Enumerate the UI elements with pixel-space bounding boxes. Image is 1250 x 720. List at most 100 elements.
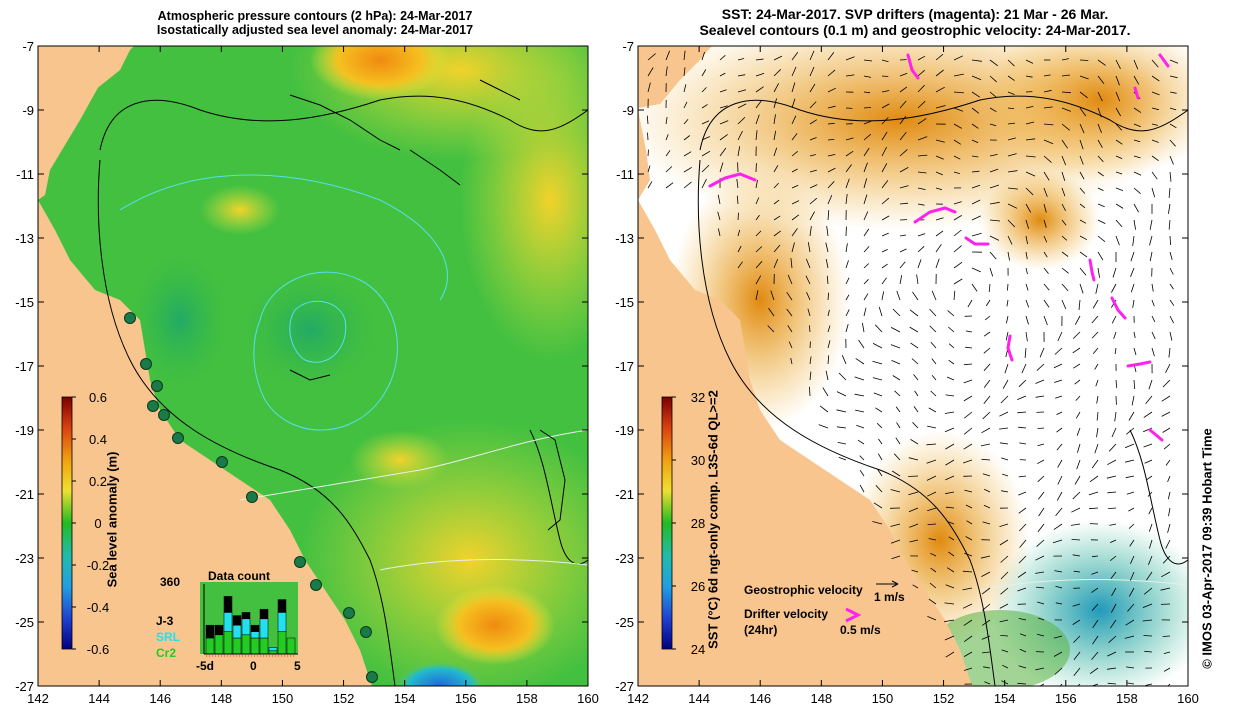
right-xtick-label: 142	[627, 691, 649, 706]
left-sla-contour-white2	[379, 559, 588, 571]
velocity-arrow	[935, 230, 944, 237]
velocity-arrow	[947, 521, 955, 525]
velocity-arrow	[809, 66, 815, 77]
velocity-arrow	[981, 427, 991, 434]
velocity-arrow	[948, 343, 955, 349]
velocity-arrow	[1000, 587, 1009, 595]
velocity-arrow	[845, 137, 854, 141]
velocity-arrow	[1169, 299, 1175, 306]
velocity-arrow	[1053, 651, 1063, 657]
drifter-track-10	[1126, 360, 1152, 368]
velocity-arrow	[935, 171, 943, 176]
velocity-arrow	[1168, 219, 1171, 230]
velocity-arrow	[989, 123, 997, 127]
sla-south-blue	[395, 661, 485, 686]
velocity-arrow	[791, 82, 796, 93]
drifter-track-7	[1088, 258, 1096, 282]
velocity-arrow	[755, 290, 759, 301]
velocity-arrow	[981, 635, 991, 640]
velocity-arrow	[863, 91, 871, 94]
velocity-arrow	[665, 182, 674, 189]
velocity-arrow	[981, 458, 991, 461]
velocity-arrow	[1091, 587, 1099, 593]
velocity-arrow	[786, 291, 793, 301]
velocity-arrow	[1025, 267, 1028, 275]
velocity-arrow	[1142, 603, 1153, 608]
sst-center-orange	[980, 170, 1100, 270]
velocity-arrow	[1110, 571, 1117, 579]
velocity-arrow	[719, 105, 728, 109]
velocity-arrow	[917, 259, 922, 269]
left-xtick-label: 146	[149, 691, 171, 706]
velocity-arrow	[1160, 587, 1171, 591]
velocity-arrow	[983, 331, 991, 337]
left-qld-coast	[38, 200, 372, 686]
velocity-arrow	[929, 325, 937, 333]
velocity-arrow	[701, 51, 705, 61]
velocity-arrow	[875, 485, 883, 493]
velocity-arrow	[895, 437, 901, 445]
velocity-arrow	[1061, 58, 1069, 61]
velocity-arrow	[893, 453, 901, 461]
velocity-arrow	[859, 469, 865, 477]
velocity-arrow	[945, 475, 955, 481]
velocity-arrow	[982, 411, 991, 420]
velocity-arrow	[1169, 267, 1174, 275]
velocity-arrow	[944, 635, 955, 641]
velocity-arrow	[1061, 283, 1069, 292]
velocity-arrow	[773, 83, 780, 93]
velocity-arrow	[999, 619, 1009, 623]
velocity-arrow	[1111, 587, 1117, 597]
velocity-arrow	[1115, 219, 1123, 228]
velocity-arrow	[1097, 251, 1104, 261]
velocity-arrow	[989, 235, 1000, 241]
velocity-arrow	[1076, 459, 1081, 470]
velocity-arrow	[855, 409, 865, 413]
data-count-bar-cr2	[250, 637, 260, 655]
velocity-arrow	[945, 394, 955, 397]
data-count-bar-cr2	[205, 637, 215, 655]
velocity-arrow	[773, 230, 781, 237]
velocity-arrow	[857, 439, 865, 445]
velocity-arrow	[827, 325, 831, 333]
velocity-arrow	[1115, 107, 1122, 117]
velocity-arrow	[1017, 571, 1027, 578]
velocity-arrow	[665, 116, 668, 125]
legend-srl: SRL	[156, 630, 180, 644]
velocity-arrow	[1056, 411, 1063, 415]
velocity-arrow	[917, 118, 927, 125]
velocity-arrow	[984, 488, 991, 493]
velocity-arrow	[737, 146, 741, 157]
velocity-arrow	[1037, 491, 1045, 500]
velocity-arrow	[773, 165, 779, 173]
velocity-arrow	[1115, 75, 1120, 86]
velocity-arrow	[825, 242, 829, 253]
velocity-arrow	[1169, 235, 1171, 246]
right-cb-tick-label: 26	[691, 579, 705, 594]
sla-northeast-orange	[310, 46, 450, 100]
velocity-arrow	[1043, 219, 1047, 228]
velocity-arrow	[845, 164, 852, 173]
velocity-arrow	[1133, 107, 1142, 113]
velocity-arrow	[989, 201, 1000, 205]
velocity-arrow	[1079, 203, 1086, 209]
velocity-arrow	[1025, 299, 1030, 308]
left-title-line2: Isostatically adjusted sea level anomaly…	[156, 23, 474, 37]
velocity-arrow	[791, 228, 798, 237]
velocity-arrow	[971, 75, 982, 81]
velocity-arrow	[841, 355, 847, 365]
velocity-arrow	[807, 308, 811, 317]
geostrophic-velocity-label: Geostrophic velocity	[744, 583, 863, 597]
right-cb-tick-label: 32	[691, 390, 705, 405]
velocity-arrow	[1124, 443, 1135, 449]
velocity-arrow	[755, 214, 760, 221]
velocity-arrow	[809, 50, 815, 61]
velocity-arrow	[1151, 283, 1154, 292]
velocity-arrow	[1109, 523, 1117, 526]
left-ytick-label: -25	[15, 615, 34, 630]
velocity-arrow	[1000, 571, 1009, 580]
velocity-arrow	[1151, 107, 1159, 111]
velocity-arrow	[863, 211, 869, 221]
velocity-arrow	[1133, 171, 1142, 176]
velocity-arrow	[1018, 475, 1027, 478]
